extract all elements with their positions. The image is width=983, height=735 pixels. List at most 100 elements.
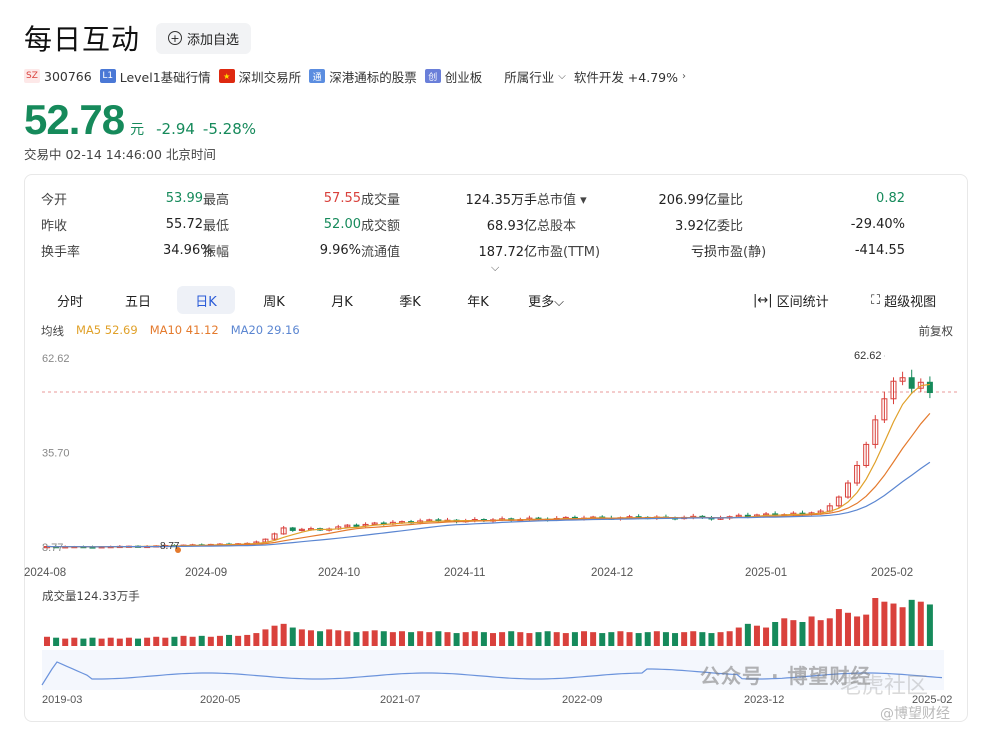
overview-tick-label: 2021-07	[380, 694, 420, 706]
volume-bar	[398, 631, 405, 646]
stock-header: 每日互动 + 添加自选 SZ 300766 L1 Level1基础行情 ★ 深圳…	[24, 18, 963, 163]
tab-2[interactable]: 日K	[177, 286, 235, 314]
y-tick-label: 8.77	[42, 542, 63, 554]
volume-bar	[890, 603, 897, 646]
volume-bar	[207, 636, 214, 646]
board-icon: 创	[424, 69, 441, 83]
stat-label: 换手率	[41, 244, 81, 260]
volume-bar	[899, 607, 906, 646]
y-tick-label: 35.70	[42, 447, 70, 459]
candle-body	[881, 398, 888, 421]
volume-bar	[499, 632, 506, 646]
tab-3[interactable]: 周K	[263, 294, 285, 310]
candle-body	[899, 377, 906, 382]
volume-bar	[590, 632, 597, 646]
tab-0[interactable]: 分时	[56, 294, 83, 310]
volume-bar	[753, 625, 760, 646]
tab-7[interactable]: 更多⌵	[528, 294, 564, 310]
volume-bar	[180, 635, 187, 646]
tab-6[interactable]: 年K	[467, 294, 489, 310]
volume-bar	[408, 632, 415, 646]
market-badge: SZ	[24, 69, 40, 83]
volume-bar	[508, 631, 515, 646]
level1-icon: L1	[99, 69, 116, 83]
stat-value: 9.96%	[319, 242, 361, 258]
volume-bar	[389, 632, 396, 646]
volume-bar	[735, 627, 742, 646]
volume-bar	[690, 631, 697, 646]
chart-period-tabs: 分时 五日 日K 周K 月K 季K 年K 更多⌵ |↔| 区间统计 ⛶ 超级视图	[41, 285, 953, 315]
range-stats-label: 区间统计	[776, 294, 829, 310]
x-tick-label: 2024-09	[185, 567, 227, 579]
overview-line	[41, 661, 943, 686]
hk-connect-tag[interactable]: 通 深港通标的股票	[309, 67, 417, 86]
chevron-right-icon: ›	[682, 70, 686, 82]
range-icon: |↔|	[753, 292, 773, 308]
volume-bar	[89, 637, 96, 646]
volume-bar	[562, 633, 569, 646]
stats-row: 昨收 55.72 最低 52.00 成交额 68.93亿 总股本 3.92亿 委比 -29.40%	[41, 211, 953, 237]
volume-bar	[626, 632, 633, 646]
max-price-label: 62.62	[854, 350, 882, 362]
level1-tag[interactable]: L1 Level1基础行情	[99, 67, 211, 86]
volume-bar	[171, 636, 178, 646]
level1-label: Level1基础行情	[119, 69, 211, 85]
stat-label: 流通值	[361, 244, 401, 260]
exchange-tag[interactable]: ★ 深圳交易所	[218, 67, 301, 86]
stat-label: 市盈(静)	[717, 244, 767, 260]
add-watchlist-button[interactable]: + 添加自选	[156, 22, 252, 54]
industry-link[interactable]: 软件开发 +4.79% ›	[574, 67, 686, 86]
volume-bar	[863, 614, 870, 646]
volume-bar	[817, 620, 824, 646]
candle-body	[854, 464, 861, 484]
overview-tick-label: 2019-03	[42, 694, 82, 706]
stat-label: 今开	[41, 192, 68, 208]
volume-bar	[672, 633, 679, 646]
ma10-line	[46, 413, 931, 548]
volume-bar	[799, 622, 806, 646]
expand-stats-icon[interactable]: ⌵	[491, 261, 500, 274]
stat-value: -29.40%	[850, 216, 905, 232]
stat-value: 53.99	[165, 190, 203, 206]
volume-bar	[362, 631, 369, 646]
hk-connect-icon: 通	[309, 69, 326, 83]
volume-bar	[80, 638, 87, 646]
super-view-button[interactable]: ⛶ 超级视图	[871, 291, 936, 310]
overview-tick-label: 2022-09	[562, 694, 602, 706]
range-stats-button[interactable]: |↔| 区间统计	[753, 291, 829, 310]
hk-connect-label: 深港通标的股票	[329, 69, 417, 85]
candle-body	[353, 524, 360, 527]
x-tick-label: 2024-10	[318, 567, 360, 579]
volume-bar	[71, 637, 78, 646]
tab-4[interactable]: 月K	[331, 294, 353, 310]
ma-legend: 均线 MA5 52.69 MA10 41.12 MA20 29.16 前复权	[41, 323, 953, 339]
volume-bar	[699, 632, 706, 646]
volume-bar	[662, 632, 669, 646]
tab-5[interactable]: 季K	[399, 294, 421, 310]
board-tag[interactable]: 创 创业板	[424, 67, 482, 86]
plus-icon: +	[168, 31, 183, 45]
volume-bar	[854, 616, 861, 646]
volume-bar	[480, 632, 487, 646]
volume-bar	[644, 632, 651, 646]
volume-bar	[317, 631, 324, 646]
volume-bar	[135, 638, 142, 646]
x-tick-label: 2025-02	[871, 567, 913, 579]
price-change: -2.94	[156, 120, 195, 138]
trading-status: 交易中 02-14 14:46:00 北京时间	[24, 147, 216, 162]
price-change-pct: -5.28%	[202, 120, 256, 138]
stat-value: 亏损	[690, 244, 717, 260]
adjust-mode[interactable]: 前复权	[918, 324, 954, 338]
volume-bar	[125, 637, 132, 646]
tab-1[interactable]: 五日	[124, 294, 151, 310]
volume-bar	[872, 598, 879, 646]
stat-label: 振幅	[203, 244, 230, 260]
industry-dropdown[interactable]: 所属行业 ⌵	[504, 67, 566, 86]
stat-label: 最低	[203, 218, 230, 234]
stats-grid: 今开 53.99 最高 57.55 成交量 124.35万手 总市值 ▾ 206.99亿 量比 0…	[41, 185, 953, 263]
stat-value: 124.35万手	[465, 192, 538, 208]
overview-background	[42, 650, 944, 690]
volume-bar	[62, 638, 69, 646]
volume-bar	[708, 633, 715, 646]
